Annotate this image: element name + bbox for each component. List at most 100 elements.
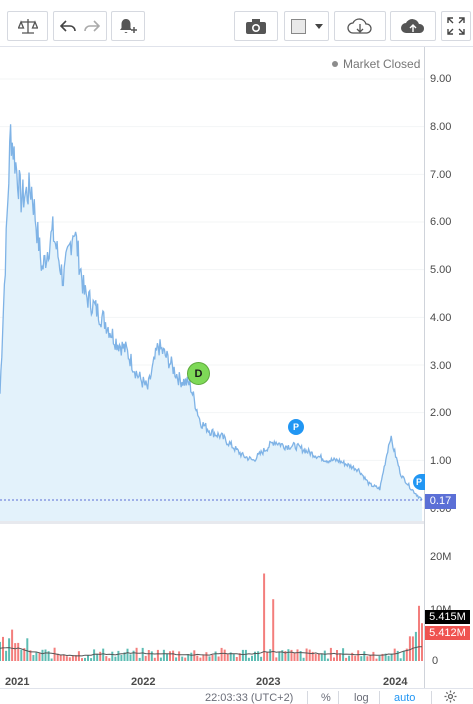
price-area <box>0 124 422 522</box>
compare-button[interactable] <box>7 11 48 41</box>
volume-bar <box>14 643 17 661</box>
volume-bar <box>214 651 217 661</box>
volume-bar <box>172 650 175 661</box>
volume-bar <box>135 647 138 661</box>
volume-bar <box>208 656 211 661</box>
volume-bar <box>62 654 65 661</box>
volume-bar <box>360 656 363 661</box>
volume-bar <box>17 642 20 661</box>
volume-bar <box>11 629 14 661</box>
volume-bar <box>162 649 165 661</box>
volume-tick: 0 <box>432 655 439 667</box>
volume-bar <box>320 653 323 661</box>
price-tick: 1.00 <box>430 455 452 467</box>
volume-bar <box>202 654 205 661</box>
color-picker-button[interactable] <box>284 11 329 41</box>
volume-bar <box>366 656 369 661</box>
save-chart-button[interactable] <box>390 11 436 41</box>
volume-bar <box>372 651 375 661</box>
pane-separator[interactable] <box>0 521 425 524</box>
volume-bar <box>44 649 47 661</box>
volume-bar <box>418 605 420 661</box>
volume-bar <box>251 655 253 661</box>
dividend-marker[interactable]: D <box>187 362 210 385</box>
volume-bar <box>393 648 396 661</box>
last-price-label: 0.17 <box>425 494 456 509</box>
volume-bar <box>284 651 287 661</box>
price-axis-line <box>424 47 425 688</box>
split-marker[interactable]: P <box>288 419 304 435</box>
volume-bar <box>263 573 266 661</box>
time-tick: 2022 <box>131 676 156 688</box>
volume-bar <box>26 638 29 661</box>
price-tick: 8.00 <box>430 121 452 133</box>
volume-bar <box>87 655 89 661</box>
volume-bar <box>402 651 405 661</box>
volume-bar <box>390 653 393 661</box>
volume-bar <box>272 599 275 661</box>
volume-bar <box>369 654 372 661</box>
log-toggle[interactable]: log <box>354 692 369 704</box>
volume-bar <box>147 650 150 661</box>
volume-bar <box>348 655 351 661</box>
volume-bar <box>20 649 23 661</box>
volume-bar <box>293 652 296 661</box>
volume-bar <box>23 648 26 661</box>
volume-bar <box>278 651 281 661</box>
add-alert-button[interactable] <box>111 11 145 41</box>
undo-icon[interactable] <box>60 19 76 33</box>
auto-toggle[interactable]: auto <box>394 692 416 704</box>
volume-bar <box>232 654 235 661</box>
price-tick: 2.00 <box>430 407 452 419</box>
volume-bar <box>220 647 223 661</box>
volume-bar <box>29 650 32 661</box>
status-dot-icon <box>332 61 338 67</box>
clock-label: 22:03:33 (UTC+2) <box>205 692 294 704</box>
volume-bar <box>329 647 332 661</box>
split-marker[interactable]: P <box>413 474 425 490</box>
percent-toggle[interactable]: % <box>321 692 331 704</box>
volume-bar <box>175 657 178 661</box>
volume-bar <box>196 655 199 661</box>
volume-bar <box>59 654 62 661</box>
volume-bar <box>238 653 241 661</box>
price-tick: 3.00 <box>430 360 452 372</box>
divider <box>379 691 380 704</box>
fullscreen-button[interactable] <box>441 11 471 41</box>
price-tick: 6.00 <box>430 216 452 228</box>
volume-bar <box>35 652 38 661</box>
cloud-upload-icon <box>399 17 427 35</box>
volume-bar <box>93 649 96 661</box>
volume-bar <box>5 650 8 661</box>
volume-bar <box>105 656 108 661</box>
time-tick: 2024 <box>383 676 408 688</box>
settings-icon[interactable] <box>444 690 457 704</box>
price-tick: 9.00 <box>430 73 452 85</box>
volume-bar <box>311 651 314 661</box>
divider <box>338 691 339 704</box>
volume-bar <box>2 636 4 661</box>
volume-bar <box>38 652 41 661</box>
volume-bar <box>247 657 250 661</box>
volume-bar <box>414 631 417 661</box>
volume-bar <box>199 657 202 661</box>
volume-bar <box>241 649 244 661</box>
volume-bar <box>345 657 348 661</box>
volume-ma-label: 5.412M <box>425 626 470 640</box>
volume-bar <box>129 654 132 661</box>
redo-icon[interactable] <box>84 19 100 33</box>
time-tick: 2023 <box>256 676 281 688</box>
volume-bar <box>65 656 68 661</box>
volume-bar <box>32 655 35 661</box>
load-chart-button[interactable] <box>334 11 386 41</box>
volume-bar <box>339 653 341 661</box>
volume-bar <box>132 650 135 661</box>
volume-bar <box>81 658 83 661</box>
snapshot-button[interactable] <box>234 11 278 41</box>
volume-bar <box>305 648 308 661</box>
volume-bar <box>378 655 381 661</box>
volume-bar <box>290 649 293 661</box>
volume-bar <box>144 655 147 661</box>
volume-bar <box>296 649 299 661</box>
